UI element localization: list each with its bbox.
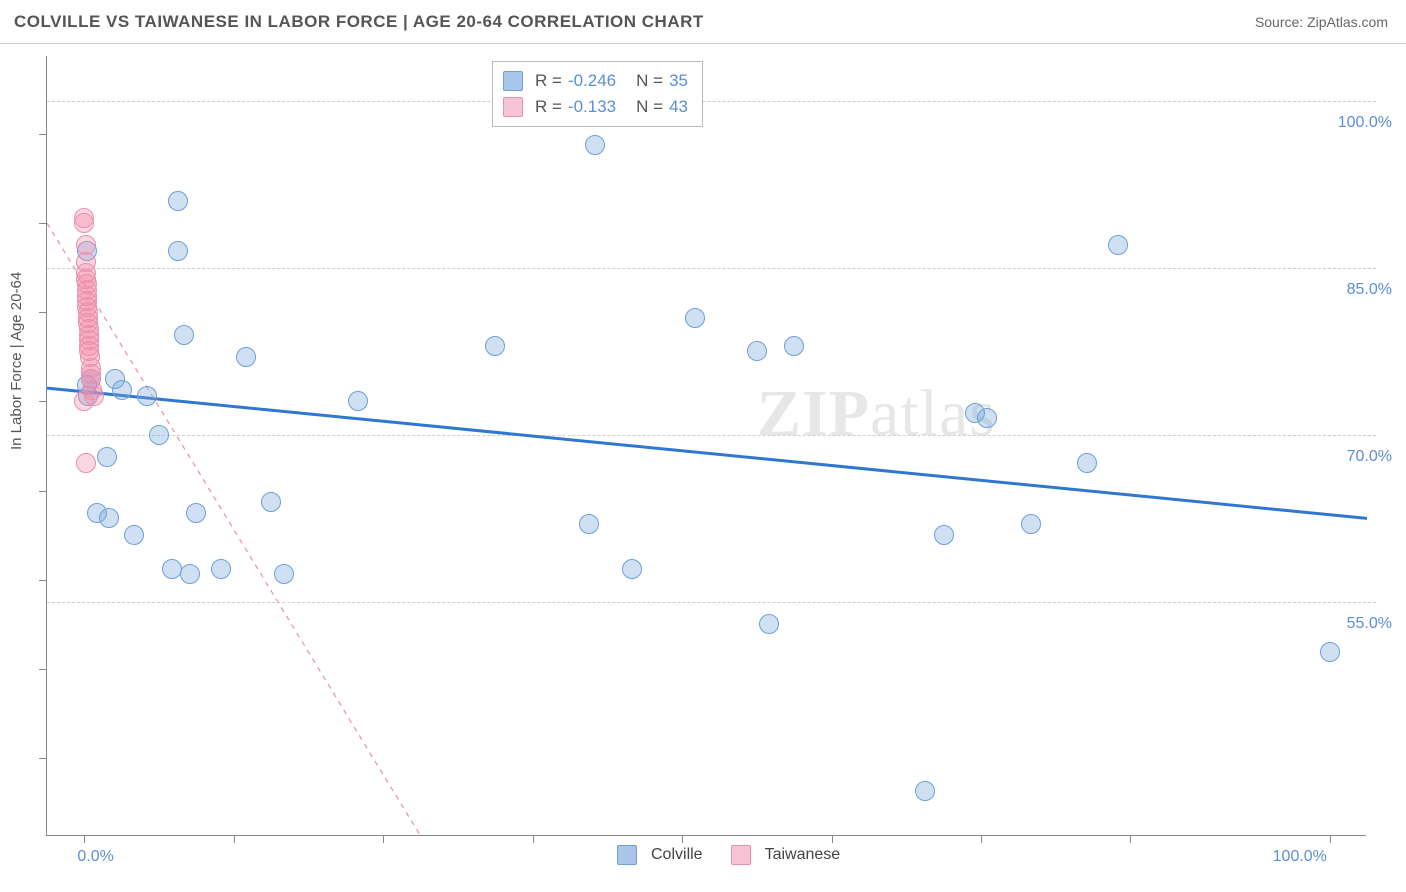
stats-row: R = -0.133 N = 43: [503, 94, 688, 120]
trend-line-taiwanese: [47, 223, 421, 836]
title-bar: COLVILLE VS TAIWANESE IN LABOR FORCE | A…: [0, 0, 1406, 44]
source-prefix: Source:: [1255, 14, 1307, 30]
data-point: [84, 386, 104, 406]
y-tick: [39, 312, 47, 313]
y-tick: [39, 580, 47, 581]
gridline-h: [47, 602, 1376, 603]
y-tick: [39, 758, 47, 759]
data-point: [168, 191, 188, 211]
stat-R-value: -0.133: [568, 94, 616, 120]
data-point: [236, 347, 256, 367]
y-tick: [39, 491, 47, 492]
legend-label: Colville: [651, 846, 703, 864]
data-point: [76, 453, 96, 473]
chart-title: COLVILLE VS TAIWANESE IN LABOR FORCE | A…: [14, 12, 704, 32]
stat-N-label: N =: [636, 68, 663, 94]
data-point: [485, 336, 505, 356]
data-point: [274, 564, 294, 584]
x-tick-label: 100.0%: [1273, 848, 1327, 866]
data-point: [1320, 642, 1340, 662]
x-tick: [1130, 835, 1131, 843]
data-point: [162, 559, 182, 579]
data-point: [759, 614, 779, 634]
data-point: [97, 447, 117, 467]
x-tick: [234, 835, 235, 843]
y-tick: [39, 134, 47, 135]
data-point: [348, 391, 368, 411]
data-point: [149, 425, 169, 445]
legend-swatch: [503, 71, 523, 91]
x-tick: [533, 835, 534, 843]
y-tick: [39, 401, 47, 402]
stat-N-value: 35: [669, 68, 688, 94]
data-point: [174, 325, 194, 345]
data-point: [180, 564, 200, 584]
data-point: [74, 213, 94, 233]
gridline-h: [47, 268, 1376, 269]
gridline-h: [47, 101, 1376, 102]
data-point: [977, 408, 997, 428]
data-point: [1021, 514, 1041, 534]
source-label: Source: ZipAtlas.com: [1255, 14, 1388, 30]
source-name: ZipAtlas.com: [1307, 14, 1388, 30]
data-point: [124, 525, 144, 545]
watermark: ZIPatlas: [757, 376, 996, 452]
data-point: [112, 380, 132, 400]
data-point: [622, 559, 642, 579]
stat-R-label: R =: [535, 68, 562, 94]
x-tick: [832, 835, 833, 843]
gridline-h: [47, 435, 1376, 436]
data-point: [186, 503, 206, 523]
stat-R-value: -0.246: [568, 68, 616, 94]
legend-swatch: [503, 97, 523, 117]
chart-container: COLVILLE VS TAIWANESE IN LABOR FORCE | A…: [0, 0, 1406, 892]
y-tick-label: 70.0%: [1347, 448, 1392, 466]
y-tick: [39, 669, 47, 670]
trend-line-colville: [47, 388, 1367, 518]
x-tick: [981, 835, 982, 843]
data-point: [99, 508, 119, 528]
data-point: [784, 336, 804, 356]
data-point: [1077, 453, 1097, 473]
x-tick-label: 0.0%: [77, 848, 113, 866]
stat-N-label: N =: [636, 94, 663, 120]
data-point: [934, 525, 954, 545]
y-tick-label: 100.0%: [1338, 114, 1392, 132]
legend-swatch: [617, 845, 637, 865]
stat-N-value: 43: [669, 94, 688, 120]
bottom-legend: Colville Taiwanese: [617, 845, 840, 865]
x-tick: [682, 835, 683, 843]
stat-R-label: R =: [535, 94, 562, 120]
plot-area: ZIPatlas R = -0.246 N = 35 R = -0.133 N = 4…: [46, 56, 1366, 836]
y-tick-label: 85.0%: [1347, 281, 1392, 299]
data-point: [168, 241, 188, 261]
data-point: [915, 781, 935, 801]
legend-label: Taiwanese: [765, 846, 841, 864]
stats-row: R = -0.246 N = 35: [503, 68, 688, 94]
data-point: [211, 559, 231, 579]
data-point: [747, 341, 767, 361]
data-point: [137, 386, 157, 406]
data-point: [1108, 235, 1128, 255]
data-point: [261, 492, 281, 512]
legend-item: Colville: [617, 845, 703, 865]
data-point: [579, 514, 599, 534]
x-tick: [383, 835, 384, 843]
legend-item: Taiwanese: [731, 845, 841, 865]
y-axis-label: In Labor Force | Age 20-64: [8, 272, 25, 450]
x-tick: [1330, 835, 1331, 843]
stats-box: R = -0.246 N = 35 R = -0.133 N = 43: [492, 61, 703, 127]
y-tick: [39, 223, 47, 224]
data-point: [585, 135, 605, 155]
y-tick-label: 55.0%: [1347, 615, 1392, 633]
legend-swatch: [731, 845, 751, 865]
trend-svg: [47, 56, 1367, 836]
x-tick: [84, 835, 85, 843]
watermark-bold: ZIP: [757, 377, 870, 450]
data-point: [685, 308, 705, 328]
